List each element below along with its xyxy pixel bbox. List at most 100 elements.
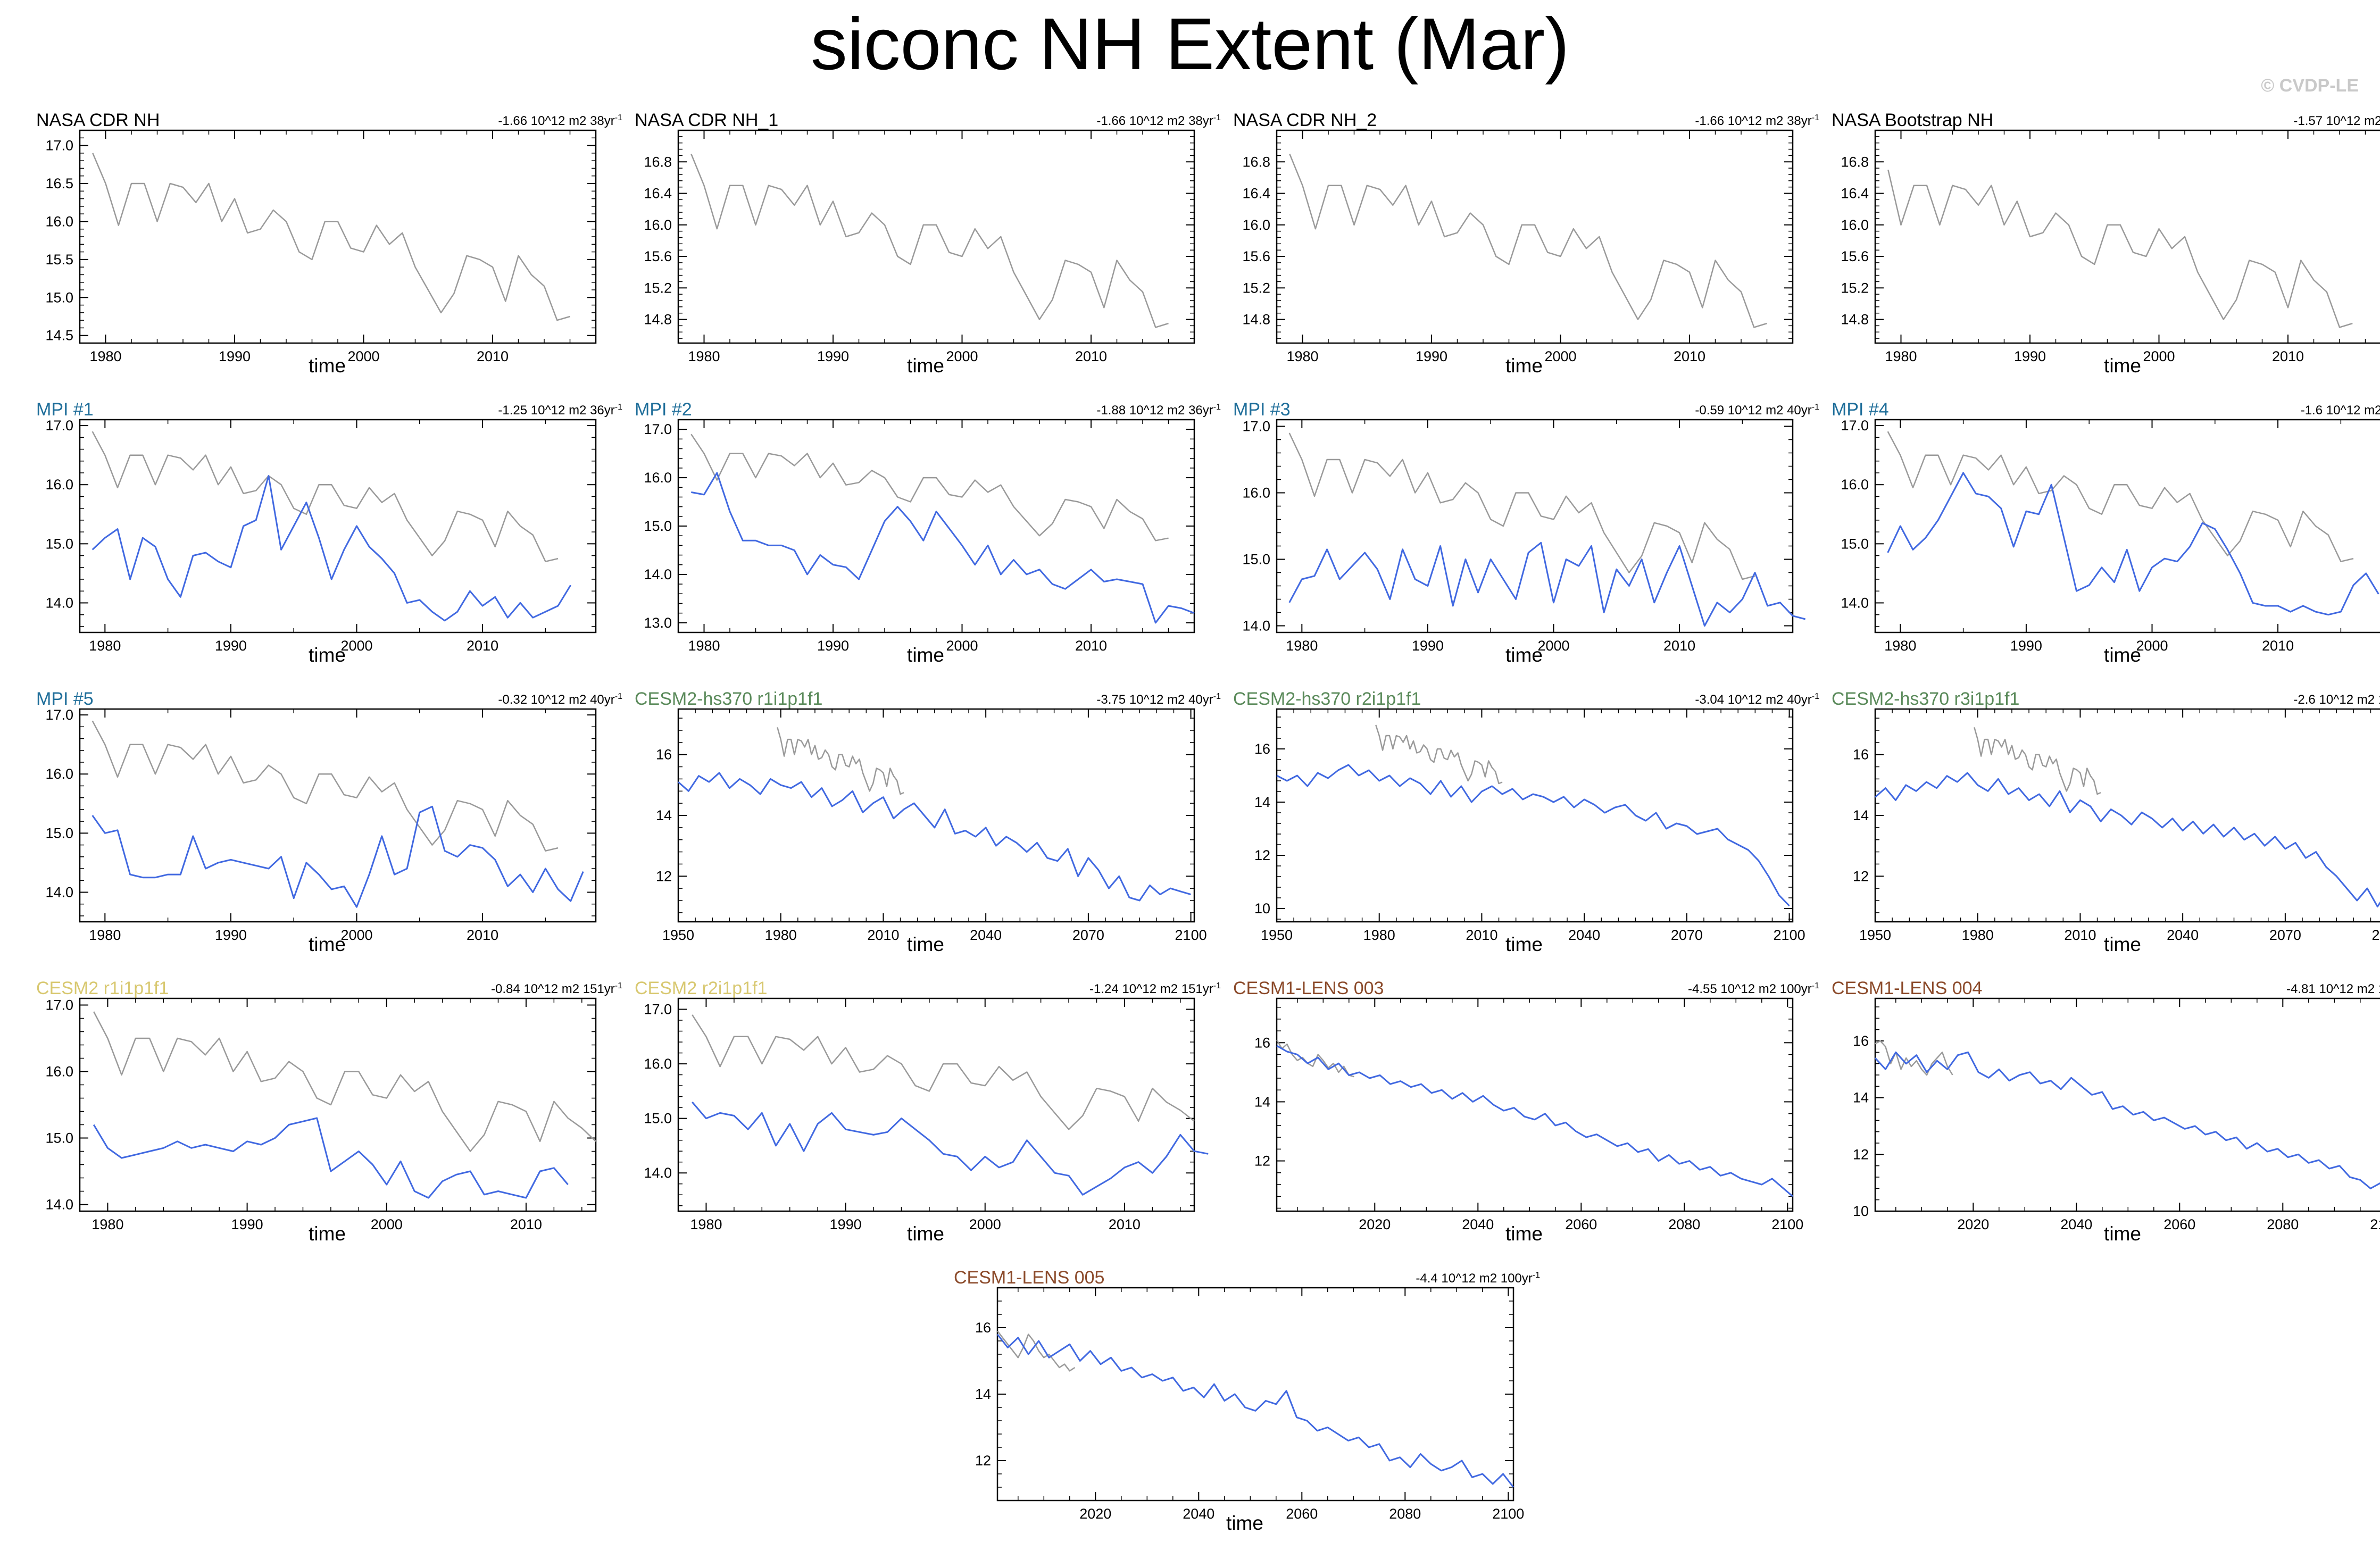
x-tick-label: 1980 (91, 1216, 123, 1232)
model-series-line (93, 1117, 569, 1199)
x-tick-label: 2100 (1492, 1506, 1524, 1522)
y-tick-label: 16.4 (1841, 186, 1869, 202)
trend-exponent: -1 (1213, 113, 1221, 122)
trend-exponent: -1 (614, 692, 622, 701)
chart-panel: CESM1-LENS 003 -4.55 10^12 m2 100yr-1 20… (1229, 977, 1819, 1254)
chart-svg: 1980 1990 2000 2010 13.0 14.0 15.0 16.0 17.0 (644, 419, 1195, 654)
x-tick-label: 1980 (89, 348, 121, 364)
x-tick-label: 2010 (2272, 348, 2304, 364)
y-tick-label: 15.2 (1242, 280, 1270, 296)
model-series-line (91, 475, 571, 622)
trend-annotation: -0.84 10^12 m2 151yr-1 (491, 981, 622, 997)
x-tick-label: 2000 (2136, 638, 2168, 654)
x-axis-label: time (309, 1223, 346, 1245)
x-tick-label: 2010 (1466, 927, 1497, 943)
x-tick-label: 1990 (1412, 638, 1444, 654)
page-title: siconc NH Extent (Mar) (810, 3, 1570, 85)
y-tick-label: 14.5 (45, 328, 73, 344)
observed-series-line (1375, 724, 1503, 785)
chart-panel: CESM2-hs370 r1i1p1f1 -3.75 10^12 m2 40yr… (630, 688, 1221, 964)
trend-text: -1.88 10^12 m2 36yr (1096, 403, 1213, 418)
plot-frame (1874, 997, 2380, 1212)
y-tick-label: 14 (1254, 1094, 1270, 1110)
observed-series-line (1887, 169, 2353, 328)
panel-title: CESM2-hs370 r2i1p1f1 (1233, 689, 1421, 709)
plot-frame (79, 129, 597, 344)
y-tick-label: 10 (1853, 1203, 1869, 1219)
y-tick-label: 16.0 (45, 477, 73, 493)
chart-svg: 1980 1990 2000 2010 14.0 15.0 16.0 17.0 (1841, 418, 2380, 654)
plot-frame (1276, 708, 1794, 923)
trend-text: -1.66 10^12 m2 38yr (498, 114, 615, 128)
trend-annotation: -0.59 10^12 m2 40yr-1 (1695, 403, 1819, 418)
trend-text: -1.66 10^12 m2 38yr (1096, 114, 1213, 128)
plot-frame (79, 708, 597, 923)
x-tick-label: 2080 (1389, 1506, 1421, 1522)
panel-title: MPI #5 (36, 689, 94, 709)
trend-annotation: -4.55 10^12 m2 100yr-1 (1688, 981, 1819, 997)
y-tick-label: 15.6 (644, 248, 672, 264)
observed-series-line (1887, 431, 2354, 562)
x-tick-label: 2040 (1183, 1506, 1214, 1522)
panel-title: CESM1-LENS 004 (1832, 978, 1983, 998)
chart-panel: MPI #5 -0.32 10^12 m2 40yr-1 1980 1990 200… (32, 688, 622, 964)
y-tick-label: 15.0 (45, 536, 73, 552)
trend-text: -0.32 10^12 m2 40yr (498, 693, 615, 707)
observed-series-line (92, 153, 570, 321)
y-tick-label: 15.2 (1841, 280, 1869, 296)
panel-title: CESM2 r2i1p1f1 (635, 978, 768, 998)
y-tick-label: 16.0 (1242, 485, 1270, 501)
x-tick-label: 2040 (2060, 1216, 2092, 1232)
plot-frame (677, 997, 1195, 1212)
panel-title: NASA CDR NH_1 (635, 110, 779, 130)
trend-annotation: -1.88 10^12 m2 36yr-1 (1096, 403, 1221, 418)
model-series-line (1276, 1045, 1793, 1197)
x-tick-label: 1950 (1859, 927, 1891, 943)
x-tick-label: 2070 (2269, 927, 2301, 943)
y-tick-label: 16.0 (45, 766, 73, 782)
trend-text: -4.55 10^12 m2 100yr (1688, 982, 1812, 996)
y-tick-label: 16.0 (1841, 217, 1869, 233)
y-tick-label: 12 (1853, 1146, 1869, 1162)
x-tick-label: 2100 (1771, 1216, 1803, 1232)
model-series-line (1276, 764, 1790, 907)
observed-series-line (93, 1011, 596, 1152)
x-tick-label: 2100 (1774, 927, 1805, 943)
plot-frame (677, 708, 1195, 923)
plot-frame (677, 419, 1195, 634)
x-tick-label: 1990 (830, 1216, 862, 1232)
x-axis-label: time (1505, 933, 1543, 955)
observed-series-line (1875, 1040, 1953, 1076)
chart-panel: NASA CDR NH_1 -1.66 10^12 m2 38yr-1 1980… (630, 109, 1221, 386)
y-tick-label: 15.0 (45, 825, 73, 841)
trend-exponent: -1 (614, 403, 622, 412)
trend-annotation: -4.4 10^12 m2 100yr-1 (1416, 1271, 1540, 1286)
panel-title: CESM1-LENS 005 (954, 1268, 1105, 1288)
panel-title: MPI #1 (36, 399, 94, 420)
x-axis-label: time (907, 355, 944, 377)
y-tick-label: 14 (1853, 1090, 1869, 1106)
x-tick-label: 1990 (2014, 348, 2046, 364)
y-tick-label: 12 (1853, 868, 1869, 884)
model-series-line (1288, 541, 1806, 627)
x-tick-label: 2010 (1663, 638, 1695, 654)
y-tick-label: 15.0 (1841, 536, 1869, 552)
plot-frame (79, 419, 597, 634)
x-tick-label: 1990 (231, 1216, 263, 1232)
chart-panel: NASA CDR NH_2 -1.66 10^12 m2 38yr-1 1980… (1229, 109, 1819, 386)
x-tick-label: 2080 (1668, 1216, 1700, 1232)
x-tick-label: 1990 (215, 927, 247, 943)
trend-annotation: -0.32 10^12 m2 40yr-1 (498, 692, 622, 707)
x-tick-label: 2100 (2370, 1216, 2380, 1232)
x-tick-label: 2010 (477, 348, 509, 364)
x-tick-label: 1990 (2010, 638, 2042, 654)
y-tick-label: 17.0 (644, 421, 672, 437)
y-tick-label: 12 (1254, 847, 1270, 863)
x-axis-label: time (2104, 1223, 2141, 1245)
x-tick-label: 2070 (1072, 927, 1104, 943)
y-tick-label: 15.6 (1242, 248, 1270, 264)
y-tick-label: 16 (975, 1320, 991, 1336)
x-tick-label: 1950 (1261, 927, 1293, 943)
plot-frame (79, 997, 597, 1212)
trend-annotation: -1.24 10^12 m2 151yr-1 (1089, 981, 1221, 997)
